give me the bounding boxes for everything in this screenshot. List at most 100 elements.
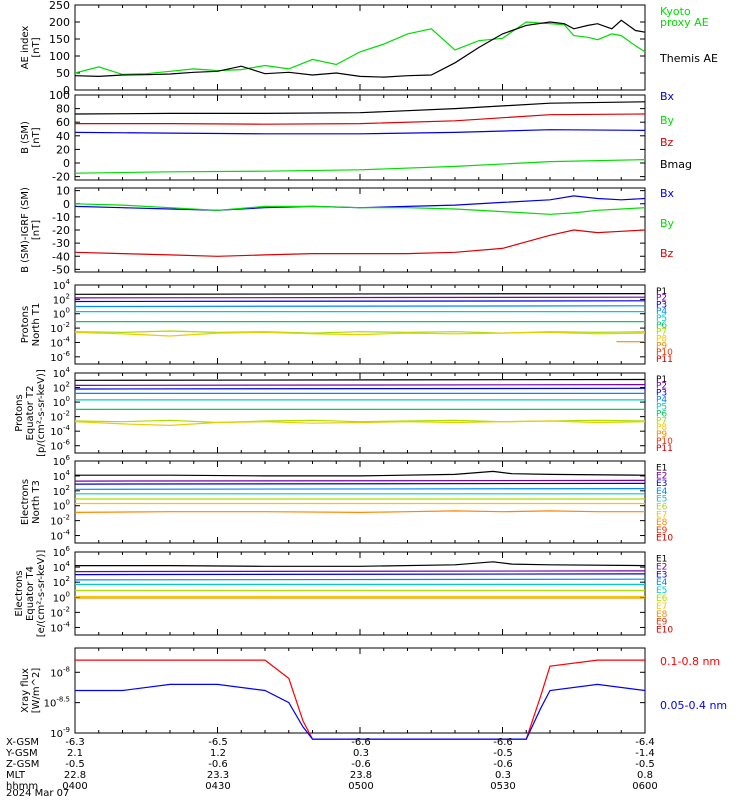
panel-8-frame (74, 647, 646, 734)
y-axis-label: Protons (14, 394, 25, 431)
series-p2-line (74, 296, 646, 299)
y-tick-label: 102 (53, 575, 70, 589)
ephemeris-value: -1.4 (635, 748, 655, 759)
legend-entry: E8 (656, 610, 668, 620)
legend-entry: P5 (656, 314, 667, 324)
y-tick-label: 10-9 (50, 726, 70, 740)
y-tick-label: 10-6 (50, 350, 70, 364)
y-axis-label: [nT] (31, 127, 42, 147)
y-tick-label: 102 (53, 381, 70, 395)
y-tick-label: 10 (56, 185, 70, 198)
ephemeris-value: 0.8 (637, 770, 653, 781)
ephemeris-value: 0430 (205, 781, 230, 792)
series-p8-line (74, 420, 646, 427)
series-e1-line (75, 561, 646, 567)
ephemeris-value: 0.3 (353, 748, 369, 759)
series-bz-line (74, 229, 646, 257)
y-tick-label: 102 (53, 292, 70, 306)
series-0-05-0-4-nm-line (75, 683, 646, 740)
legend-entry: Bz (660, 247, 674, 260)
legend-entry: P8 (656, 423, 667, 433)
legend-entry: E6 (656, 502, 668, 512)
y-axis-label: B (SM) (20, 121, 31, 154)
y-axis-label: Equator T2 (25, 386, 36, 441)
ephemeris-value: -6.6 (493, 737, 513, 748)
legend-entry: 0.05-0.4 nm (660, 699, 727, 712)
legend-entry: P6 (656, 409, 667, 419)
y-tick-label: 10-2 (50, 514, 70, 528)
legend-entry: E7 (656, 510, 667, 520)
y-tick-label: 100 (53, 395, 70, 409)
y-axis-label: [W/m^2] (31, 668, 42, 714)
ephemeris-label: X-GSM (6, 737, 39, 748)
y-tick-label: 20 (56, 143, 70, 156)
legend-entry: Bx (660, 90, 675, 103)
legend-entry: E9 (656, 618, 668, 628)
panel-2-frame (74, 94, 646, 181)
y-tick-label: -30 (52, 237, 70, 250)
series-by-line (74, 159, 646, 174)
legend-entry: proxy AE (660, 16, 709, 29)
y-tick-label: 40 (56, 130, 70, 143)
series-bx-line (74, 195, 646, 211)
series-e4-line (74, 578, 646, 581)
legend-entry: P1 (656, 375, 667, 385)
y-tick-label: 104 (53, 469, 71, 483)
legend-entry: By (660, 114, 675, 127)
legend-entry: P10 (656, 437, 673, 447)
legend-entry: P9 (656, 430, 667, 440)
series-e3-line (74, 573, 646, 576)
legend-entry: E4 (656, 487, 668, 497)
legend-entry: P4 (656, 396, 667, 406)
ephemeris-value: -0.5 (65, 759, 85, 770)
series-p1-line (74, 378, 646, 381)
legend-entry: Bx (660, 187, 675, 200)
series-bz-line (75, 113, 646, 125)
series-themis-ae-line (74, 19, 646, 78)
y-tick-label: 0 (63, 198, 70, 211)
series-p3-line (74, 387, 646, 390)
y-axis-label: North T3 (31, 480, 42, 524)
legend-entry: P2 (656, 294, 667, 304)
series-e2-line (74, 570, 646, 573)
ephemeris-value: 22.8 (64, 770, 86, 781)
y-tick-label: 150 (49, 33, 70, 46)
ephemeris-label: MLT (6, 770, 26, 781)
y-tick-label: -40 (52, 250, 70, 263)
legend-entry: E9 (656, 526, 668, 536)
y-axis-label: [nT] (31, 220, 42, 240)
y-tick-label: 104 (53, 366, 71, 380)
y-tick-label: 10-2 (50, 321, 70, 335)
y-axis-label: [e/(cm²-s-sr-keV)] (36, 550, 47, 638)
ephemeris-value: -0.6 (208, 759, 228, 770)
legend-entry: E7 (656, 602, 667, 612)
legend-entry: P4 (656, 307, 667, 317)
y-tick-label: 50 (56, 67, 70, 80)
ephemeris-value: 1.2 (210, 748, 226, 759)
legend-entry: E3 (656, 479, 667, 489)
y-tick-label: 100 (49, 50, 70, 63)
legend-entry: E5 (656, 495, 667, 505)
ephemeris-value: 0400 (62, 781, 87, 792)
y-tick-label: 10-4 (50, 620, 70, 634)
y-tick-label: 60 (56, 116, 70, 129)
y-tick-label: 10-4 (50, 529, 70, 543)
legend-entry: P6 (656, 321, 667, 331)
y-tick-label: 200 (49, 16, 70, 29)
legend-entry: Bmag (660, 158, 692, 171)
y-tick-label: -50 (52, 263, 70, 276)
y-tick-label: 104 (53, 278, 71, 292)
ephemeris-value: -0.6 (493, 759, 513, 770)
ephemeris-value: 0600 (632, 781, 657, 792)
y-axis-label: Protons (20, 306, 31, 343)
y-tick-label: 0 (63, 157, 70, 170)
legend-entry: Kyoto (660, 5, 691, 18)
ephemeris-value: -0.6 (351, 759, 371, 770)
y-tick-label: 106 (53, 454, 71, 468)
series-bmag-line (74, 101, 646, 115)
series-p8-line (74, 331, 646, 337)
series-e4-line (74, 488, 646, 490)
legend-entry: P8 (656, 335, 667, 345)
legend-entry: E1 (656, 555, 667, 565)
legend-entry: P7 (656, 328, 667, 338)
